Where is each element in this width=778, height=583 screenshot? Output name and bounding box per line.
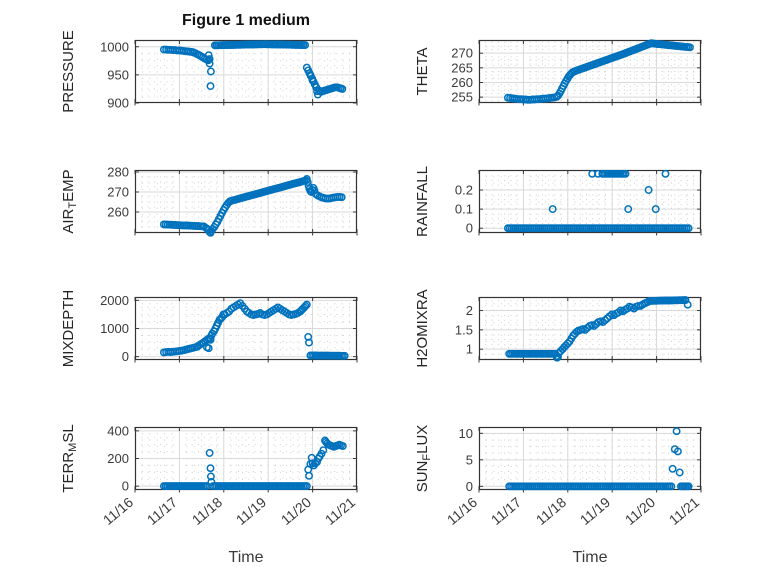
time-axis-label-left: Time bbox=[228, 549, 264, 566]
svg-text:1000: 1000 bbox=[100, 39, 129, 54]
svg-text:0: 0 bbox=[466, 221, 473, 236]
mixdepth-y-axis-label: MIXDEPTH bbox=[60, 290, 77, 368]
theta-y-axis-label: THETA bbox=[414, 47, 431, 95]
svg-text:0: 0 bbox=[122, 479, 129, 494]
x-tick-label: 11/21 bbox=[665, 493, 703, 528]
pressure-y-axis-label: PRESSURE bbox=[60, 30, 77, 113]
svg-text:1.5: 1.5 bbox=[455, 322, 473, 337]
subplot-h2omixra: 1 1.5 2 H2OMIXRA bbox=[414, 289, 702, 368]
svg-text:400: 400 bbox=[107, 423, 129, 438]
svg-text:200: 200 bbox=[107, 451, 129, 466]
svg-text:270: 270 bbox=[451, 46, 473, 61]
subplot-terrmsl: 0 200 400 TERRMSL 11/16 11/17 11/18 11/19 11/20 1… bbox=[60, 423, 358, 528]
mixdepth-plot-area: 0 1000 2000 MIXDEPTH bbox=[60, 290, 358, 367]
svg-text:10: 10 bbox=[459, 426, 473, 441]
pressure-plot-area: 900 950 1000 PRESSURE bbox=[60, 30, 358, 113]
subplot-pressure: 900 950 1000 PRESSURE bbox=[60, 30, 358, 113]
mixdepth-series-markers bbox=[159, 299, 349, 360]
svg-text:5: 5 bbox=[466, 452, 473, 467]
svg-text:900: 900 bbox=[107, 96, 129, 111]
subplot-mixdepth: 0 1000 2000 MIXDEPTH bbox=[60, 290, 358, 367]
rainfall-plot-area: 0 0.1 0.2 RAINFALL bbox=[414, 166, 702, 237]
sunflux-plot-area: 0 5 10 SUNFLUX bbox=[414, 425, 702, 494]
svg-text:0: 0 bbox=[122, 349, 129, 364]
sunflux-y-axis-label: SUNFLUX bbox=[414, 425, 433, 493]
x-tick-label: 11/21 bbox=[321, 493, 359, 528]
h2omixra-series-markers bbox=[505, 296, 692, 362]
h2omixra-plot-area: 1 1.5 2 H2OMIXRA bbox=[414, 289, 702, 368]
subplot-theta: 255 260 265 270 THETA bbox=[414, 39, 702, 106]
svg-text:1000: 1000 bbox=[100, 321, 129, 336]
subplot-airtemp: 260 270 280 AIRTEMP bbox=[60, 165, 358, 237]
time-axis-label-right: Time bbox=[572, 549, 608, 566]
terrmsl-y-axis-label: TERRMSL bbox=[60, 424, 79, 492]
svg-text:0: 0 bbox=[466, 479, 473, 494]
svg-text:260: 260 bbox=[451, 75, 473, 90]
svg-text:1: 1 bbox=[466, 342, 473, 357]
svg-text:255: 255 bbox=[451, 90, 473, 105]
terrmsl-plot-area: 0 200 400 TERRMSL bbox=[60, 423, 358, 494]
svg-text:950: 950 bbox=[107, 67, 129, 82]
terrmsl-series-markers bbox=[159, 436, 347, 491]
rainfall-y-axis-label: RAINFALL bbox=[414, 166, 431, 237]
svg-text:280: 280 bbox=[107, 165, 129, 180]
rainfall-series-markers bbox=[503, 169, 693, 233]
pressure-series-markers bbox=[159, 40, 347, 99]
airtemp-plot-area: 260 270 280 AIRTEMP bbox=[60, 165, 358, 237]
svg-text:2000: 2000 bbox=[100, 293, 129, 308]
subplot-sunflux: 0 5 10 SUNFLUX 11/16 11/17 11/18 11/19 11/20 11/2… bbox=[414, 425, 702, 528]
svg-text:270: 270 bbox=[107, 185, 129, 200]
theta-series-markers bbox=[503, 39, 694, 104]
svg-text:260: 260 bbox=[107, 205, 129, 220]
figure-title: Figure 1 medium bbox=[181, 12, 311, 29]
airtemp-y-axis-label: AIRTEMP bbox=[60, 169, 79, 233]
svg-text:265: 265 bbox=[451, 60, 473, 75]
sunflux-series-markers bbox=[505, 427, 693, 491]
h2omixra-y-axis-label: H2OMIXRA bbox=[414, 289, 431, 367]
airtemp-series-markers bbox=[159, 175, 346, 237]
svg-text:0.2: 0.2 bbox=[455, 183, 473, 198]
svg-text:2: 2 bbox=[466, 303, 473, 318]
svg-text:0.1: 0.1 bbox=[455, 202, 473, 217]
subplot-rainfall: 0 0.1 0.2 RAINFALL bbox=[414, 166, 702, 237]
